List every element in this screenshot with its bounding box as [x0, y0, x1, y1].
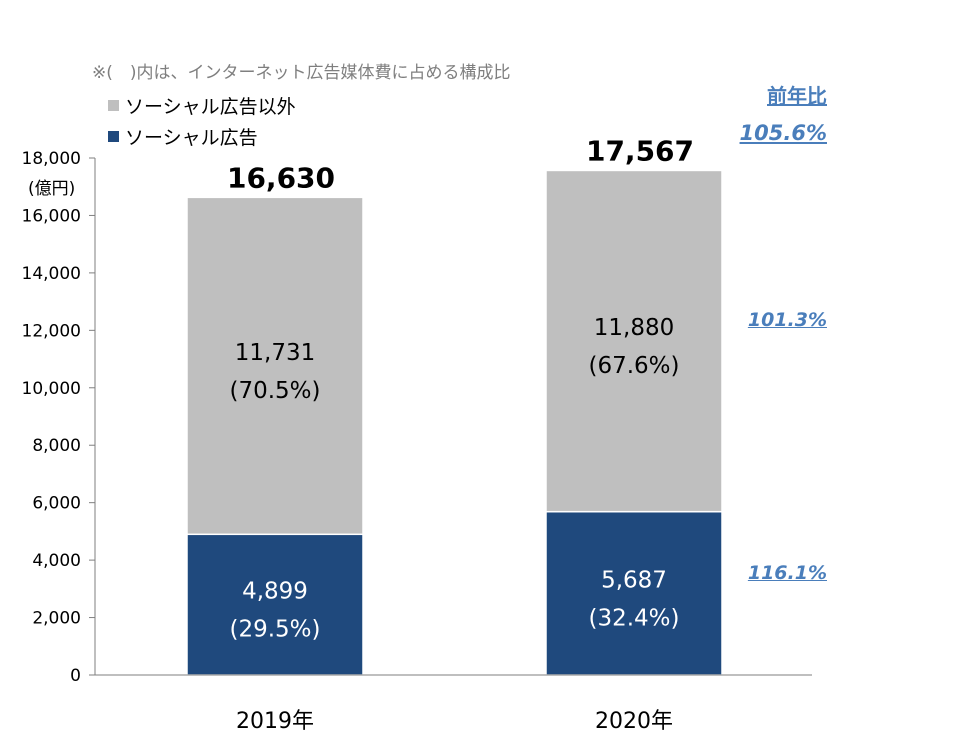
- bar-other: [545, 169, 723, 513]
- legend-swatch: [108, 100, 119, 111]
- y-tick-label: 14,000: [22, 264, 81, 284]
- data-label: 5,687: [601, 567, 667, 593]
- share-label: (67.6%): [588, 353, 679, 379]
- share-label: (29.5%): [229, 617, 320, 643]
- yoy-other: 101.3%: [747, 309, 827, 331]
- total-label: 16,630: [227, 161, 335, 194]
- y-tick-label: 2,000: [32, 609, 81, 629]
- legend-label: ソーシャル広告以外: [125, 96, 296, 118]
- bar-social: [186, 533, 364, 676]
- yoy-social: 116.1%: [747, 562, 827, 584]
- share-label: (32.4%): [588, 605, 679, 631]
- legend-item-social: ソーシャル広告: [108, 123, 258, 150]
- y-tick-label: 6,000: [32, 494, 81, 514]
- data-label: 11,731: [235, 340, 315, 366]
- legend-label: ソーシャル広告: [125, 127, 258, 149]
- y-axis-unit: (億円): [28, 179, 76, 199]
- data-label: 4,899: [242, 579, 308, 605]
- x-tick-label: 2020年: [595, 709, 673, 734]
- data-label: 11,880: [594, 315, 674, 341]
- total-label: 17,567: [586, 134, 694, 167]
- share-label: (70.5%): [229, 378, 320, 404]
- y-tick-label: 18,000: [22, 149, 81, 169]
- y-tick-label: 4,000: [32, 551, 81, 571]
- x-tick-label: 2019年: [236, 709, 314, 734]
- chart-note: ※( )内は、インターネット広告媒体費に占める構成比: [92, 63, 511, 83]
- yoy-total: 105.6%: [739, 121, 827, 145]
- y-tick-label: 12,000: [22, 321, 81, 341]
- legend-item-other: ソーシャル広告以外: [108, 92, 296, 119]
- yoy-header: 前年比: [767, 84, 827, 108]
- y-tick-label: 0: [70, 666, 81, 686]
- y-tick-label: 10,000: [22, 379, 81, 399]
- y-tick-label: 8,000: [32, 436, 81, 456]
- legend-swatch: [108, 131, 119, 142]
- bar-other: [186, 196, 364, 536]
- y-tick-label: 16,000: [22, 206, 81, 226]
